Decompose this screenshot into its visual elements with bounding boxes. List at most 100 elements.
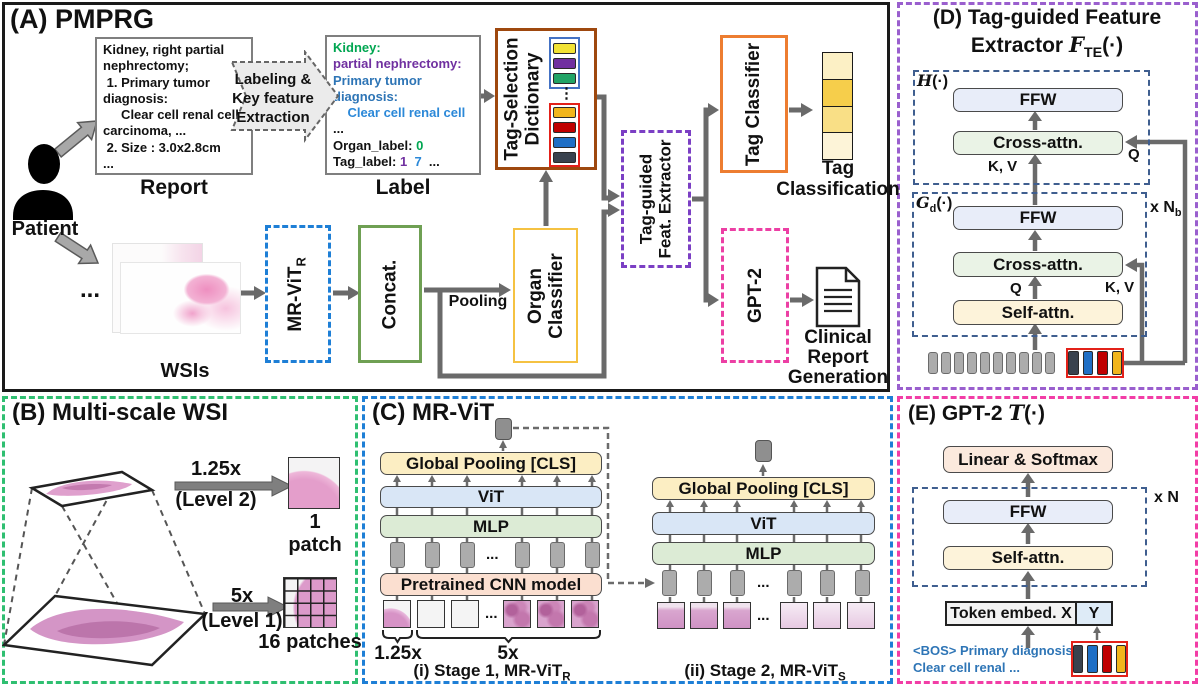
report-line: ... xyxy=(103,156,114,172)
self-attn-bar-g: Self-attn. xyxy=(953,300,1123,325)
patch-white xyxy=(451,600,479,628)
wsi-dots: ... xyxy=(80,276,101,303)
patient-icon xyxy=(13,144,73,220)
tag-chips-box-e xyxy=(1071,641,1128,677)
patch-tissue xyxy=(537,600,565,628)
report-line: 2. Size : 3.0x2.8cm xyxy=(103,139,221,155)
patch-tissue xyxy=(657,602,685,629)
cls-token-stage1 xyxy=(495,418,512,440)
tag-chip xyxy=(1068,351,1079,375)
token xyxy=(390,542,405,568)
wiring-panel-d xyxy=(1028,111,1188,366)
token xyxy=(820,570,835,596)
panel-d-title-line2: Extractor FTE(·) xyxy=(970,32,1124,62)
label-box: Kidney: partial nephrectomy: Primary tum… xyxy=(325,35,481,175)
tag-cell xyxy=(823,106,852,134)
token xyxy=(855,570,870,596)
tag-chip xyxy=(1073,645,1084,673)
token xyxy=(697,570,712,596)
ffw-bar-h: FFW xyxy=(953,88,1123,112)
panel-e-frame xyxy=(897,396,1198,684)
patient-arrows xyxy=(53,120,100,265)
xnb-label: x Nb xyxy=(1150,199,1182,220)
patch-tissue-light xyxy=(813,602,841,629)
kv-label-h: K, V xyxy=(988,158,1018,175)
wsi-pyramid xyxy=(2,470,208,667)
patch-1-caption: 1 patch xyxy=(288,511,342,556)
report-line: carcinoma, ... xyxy=(103,123,187,139)
q-label-g: Q xyxy=(1010,280,1022,297)
token xyxy=(787,570,802,596)
wiring-panel-e xyxy=(1021,473,1101,648)
cross-attn-bar-g: Cross-attn. xyxy=(953,252,1123,277)
token xyxy=(928,352,938,374)
wiring-panel-c xyxy=(382,426,865,644)
cls-token-stage2 xyxy=(755,440,772,462)
token xyxy=(662,570,677,596)
token xyxy=(1006,352,1016,374)
tag-chip xyxy=(1097,351,1108,375)
ffw-bar-g: FFW xyxy=(953,206,1123,230)
tag-chip xyxy=(1082,351,1093,375)
tag-cell xyxy=(823,79,852,107)
token xyxy=(993,352,1003,374)
label-line-tag-label: Tag_label: 1 7 ... xyxy=(333,154,440,170)
tag-classifier-box: Tag Classifier xyxy=(720,35,788,173)
tag-cell xyxy=(823,133,852,159)
label-line-diagnosis: diagnosis: xyxy=(333,88,399,104)
token xyxy=(425,542,440,568)
kv-label-g: K, V xyxy=(1105,279,1135,296)
panel-d-title-line1: (D) Tag-guided Feature xyxy=(932,6,1162,29)
label-caption: Label xyxy=(375,176,431,199)
scale-1-25x-label: 1.25x xyxy=(190,458,242,480)
tag-chip xyxy=(1115,645,1126,673)
patient-label: Patient xyxy=(11,218,79,240)
organ-classifier-box: Organ Classifier xyxy=(513,228,578,363)
token-dots: ... xyxy=(757,574,770,591)
tag-chips-box-d xyxy=(1066,348,1124,378)
vit-bar-stage1: ViT xyxy=(380,486,602,508)
patch-16-grid-image xyxy=(283,577,337,628)
patch-16-caption: 16 patches xyxy=(258,631,362,653)
labeling-arrow-text: Labeling & Key feature Extraction xyxy=(232,71,314,126)
dictionary-group-red xyxy=(549,103,580,167)
stage1-caption: (i) Stage 1, MR-ViTR xyxy=(413,661,571,684)
mrvit-r-box: MR-ViTR xyxy=(265,225,331,363)
label-line-organ: Kidney: xyxy=(333,40,381,55)
token-dots: ... xyxy=(486,546,499,563)
report-line: Kidney, right partial xyxy=(103,42,225,57)
patch-1-25x xyxy=(383,600,411,628)
patch-tissue xyxy=(690,602,718,629)
brace-label-1-25x: 1.25x xyxy=(374,643,422,664)
report-line: nephrectomy; xyxy=(103,58,189,74)
pooling-label: Pooling xyxy=(448,293,508,310)
token xyxy=(967,352,977,374)
panel-c-title: (C) MR-ViT xyxy=(372,399,495,426)
g-block-label: Gd(·) xyxy=(916,193,953,216)
decoder-block-box xyxy=(912,487,1147,587)
vit-bar-stage2: ViT xyxy=(652,512,875,535)
dict-chip xyxy=(553,122,576,133)
token xyxy=(1045,352,1055,374)
report-box: Kidney, right partial nephrectomy; 1. Pr… xyxy=(95,37,253,175)
patch-tissue xyxy=(571,600,599,628)
patch-tissue-light xyxy=(847,602,875,629)
xn-label: x N xyxy=(1154,489,1179,506)
label-line-procedure: partial nephrectomy: xyxy=(333,56,462,72)
tag-chip xyxy=(1101,645,1112,673)
token-embed-x: Token embed. X xyxy=(950,604,1072,622)
report-line: 1. Primary tumor xyxy=(103,74,210,90)
h-block-label: H(·) xyxy=(917,71,949,90)
brace-label-5x: 5x xyxy=(497,643,519,664)
token xyxy=(980,352,990,374)
token xyxy=(1019,352,1029,374)
label-line-primary: Primary tumor xyxy=(333,72,422,88)
dict-chip xyxy=(553,137,576,148)
token xyxy=(460,542,475,568)
wsis-label: WSIs xyxy=(160,360,210,382)
label-line-ellipsis: ... xyxy=(333,121,344,137)
